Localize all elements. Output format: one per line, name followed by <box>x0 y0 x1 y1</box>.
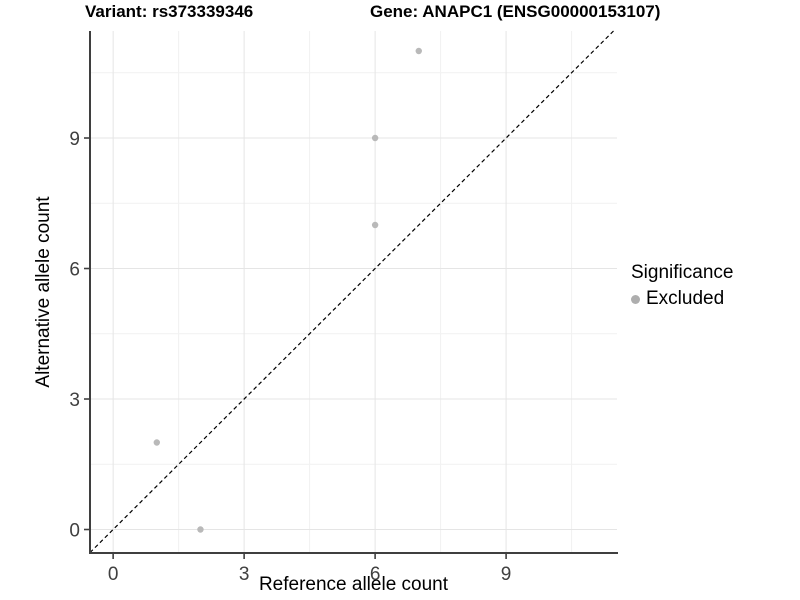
y-tick-label: 0 <box>69 521 80 542</box>
data-point <box>415 47 422 55</box>
x-axis-title: Reference allele count <box>258 574 449 595</box>
data-point <box>153 439 161 446</box>
legend-point-icon <box>631 294 640 304</box>
plot-title-variant: Variant: rs373339346 <box>85 2 254 21</box>
plot-title-gene: Gene: ANAPC1 (ENSG00000153107) <box>370 2 661 21</box>
data-point <box>371 134 379 142</box>
y-tick-label: 9 <box>69 129 80 150</box>
data-point <box>197 526 204 533</box>
data-point <box>371 221 379 229</box>
x-tick-label: 9 <box>501 564 512 585</box>
legend-item-label: Excluded <box>646 288 725 309</box>
y-tick-label: 6 <box>69 260 80 281</box>
y-axis-title: Alternative allele count <box>33 196 54 388</box>
x-tick-label: 6 <box>370 564 381 585</box>
x-tick-label: 3 <box>239 564 250 585</box>
identity-line <box>89 30 614 553</box>
legend-item-excluded: Excluded <box>631 288 733 310</box>
y-tick-label: 3 <box>69 390 80 411</box>
legend-title: Significance <box>631 262 734 283</box>
x-tick-label: 0 <box>108 564 119 585</box>
legend: Significance Excluded <box>631 262 733 310</box>
